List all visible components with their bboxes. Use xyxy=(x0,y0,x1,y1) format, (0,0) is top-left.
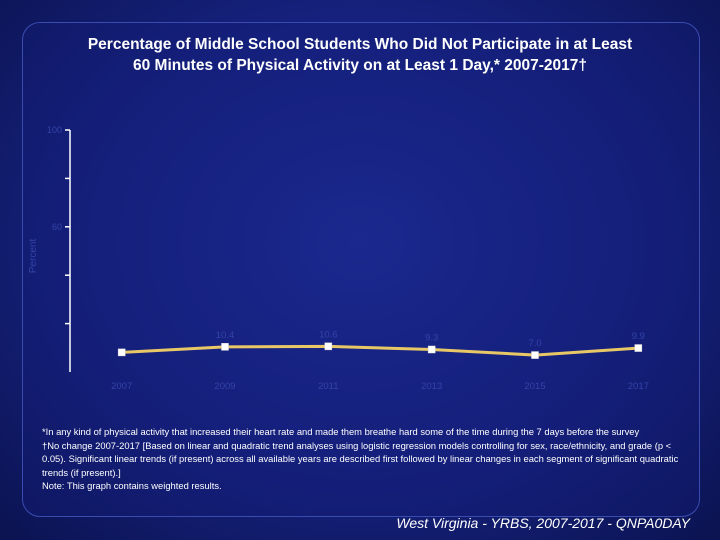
data-label: 9.3 xyxy=(425,332,438,343)
series-line xyxy=(121,344,639,357)
x-tick-label: 2015 xyxy=(524,381,545,392)
data-point xyxy=(634,344,643,352)
data-point xyxy=(221,343,229,351)
x-tick-label: 2017 xyxy=(628,381,649,392)
data-label: 7.0 xyxy=(528,338,541,349)
source-caption: West Virginia - YRBS, 2007-2017 - QNPA0D… xyxy=(396,515,690,531)
chart-title: Percentage of Middle School Students Who… xyxy=(30,34,690,76)
footnote-activity-definition: *In any kind of physical activity that i… xyxy=(42,426,640,437)
y-tick-label: 100 xyxy=(47,125,62,135)
y-axis-title: Percent xyxy=(28,239,39,274)
y-tick-label: 60 xyxy=(52,222,62,232)
data-point xyxy=(427,345,436,354)
x-tick-label: 2007 xyxy=(111,381,132,392)
x-tick-label: 2013 xyxy=(421,381,442,392)
chart-title-line-2: 60 Minutes of Physical Activity on at Le… xyxy=(132,57,587,74)
footnote-weighted-note: Note: This graph contains weighted resul… xyxy=(42,480,222,492)
chart-title-line-1: Percentage of Middle School Students Who… xyxy=(87,36,633,53)
x-tick-label: 2009 xyxy=(214,381,235,392)
footnote-trend-analysis: †No change 2007-2017 [Based on linear an… xyxy=(42,439,679,478)
data-label: 9.9 xyxy=(632,331,645,342)
footnotes: *In any kind of physical activity that i… xyxy=(42,425,682,493)
data-point xyxy=(324,342,333,351)
data-point xyxy=(117,348,126,357)
x-tick-label: 2011 xyxy=(318,381,338,392)
data-label: 10.4 xyxy=(216,330,235,341)
data-point xyxy=(531,351,539,359)
content-panel xyxy=(22,22,700,517)
data-label: 10.6 xyxy=(319,329,338,340)
